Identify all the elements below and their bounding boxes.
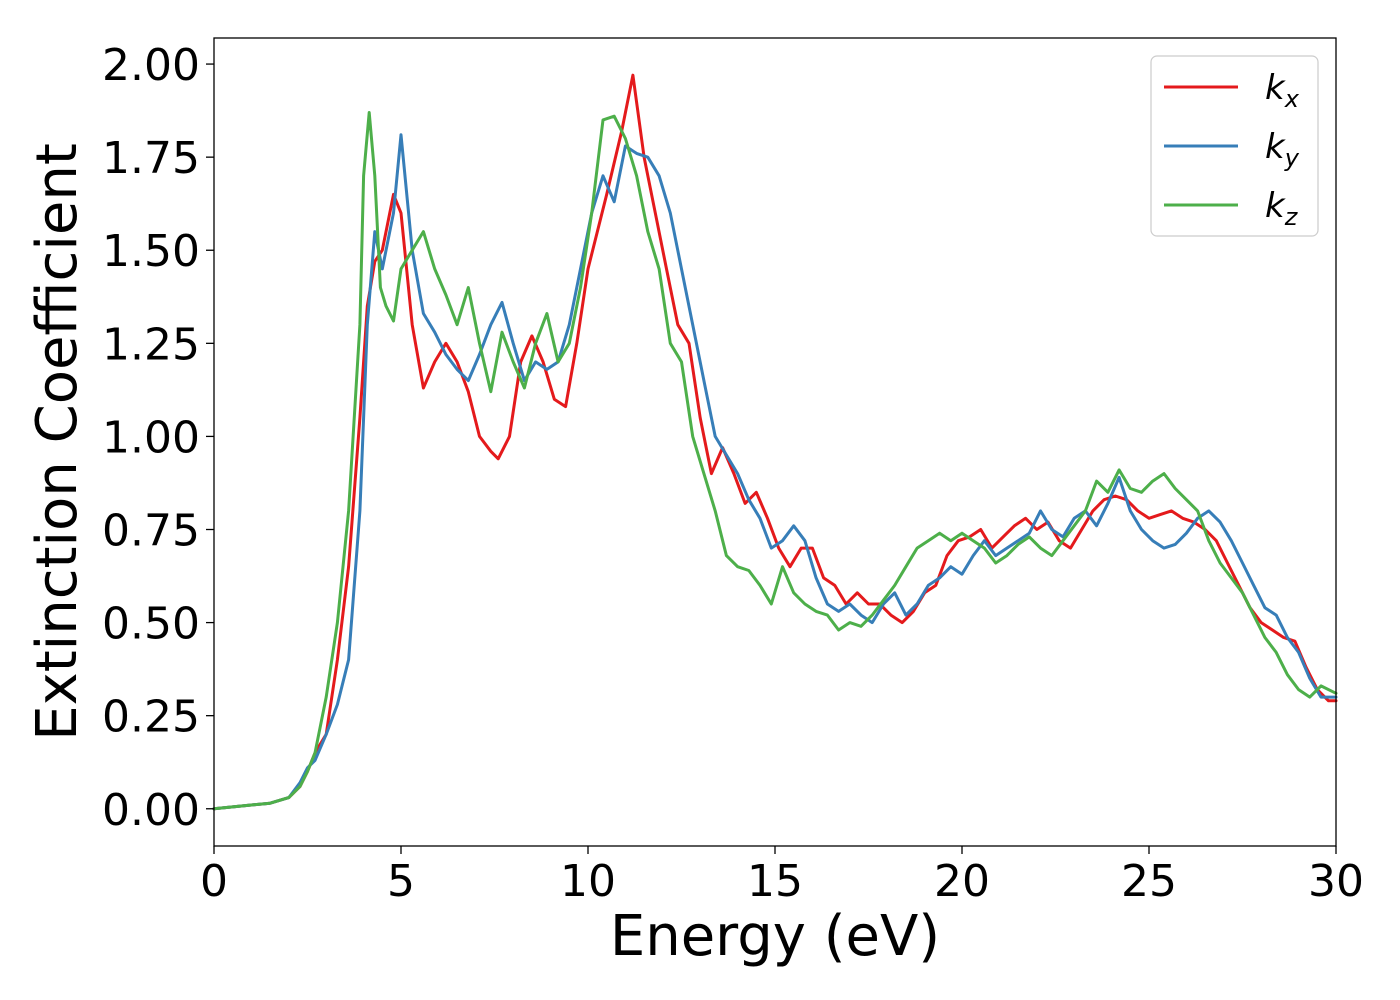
y-tick-label: 0.00: [102, 785, 200, 836]
series-layer: [212, 73, 1338, 811]
y-tick-label: 1.00: [102, 412, 200, 463]
y-axis: 0.00 0.25 0.50 0.75 1.00 1.25 1.50 1.75 2.00: [102, 40, 214, 836]
series-line-kz: [212, 111, 1338, 811]
y-tick-label: 2.00: [102, 40, 200, 91]
x-tick-label: 0: [200, 856, 228, 907]
x-tick-label: 15: [747, 856, 803, 907]
series-line-kx: [212, 73, 1338, 811]
x-axis: 0 5 10 15 20 25 30: [200, 846, 1364, 907]
y-tick-label: 0.50: [102, 599, 200, 650]
y-tick-label: 1.75: [102, 133, 200, 184]
plot-background: [214, 38, 1336, 846]
y-tick-label: 0.75: [102, 506, 200, 557]
x-tick-label: 30: [1308, 856, 1364, 907]
y-tick-label: 1.25: [102, 319, 200, 370]
y-axis-title: Extinction Coefficient: [25, 143, 90, 741]
y-tick-label: 0.25: [102, 692, 200, 743]
x-axis-title: Energy (eV): [610, 904, 940, 969]
x-tick-label: 10: [560, 856, 616, 907]
legend-label-ky: ky: [1265, 127, 1300, 172]
x-tick-label: 25: [1121, 856, 1177, 907]
x-tick-label: 5: [387, 856, 415, 907]
y-tick-label: 1.50: [102, 226, 200, 277]
series-line-ky: [212, 133, 1338, 811]
x-tick-label: 20: [934, 856, 990, 907]
